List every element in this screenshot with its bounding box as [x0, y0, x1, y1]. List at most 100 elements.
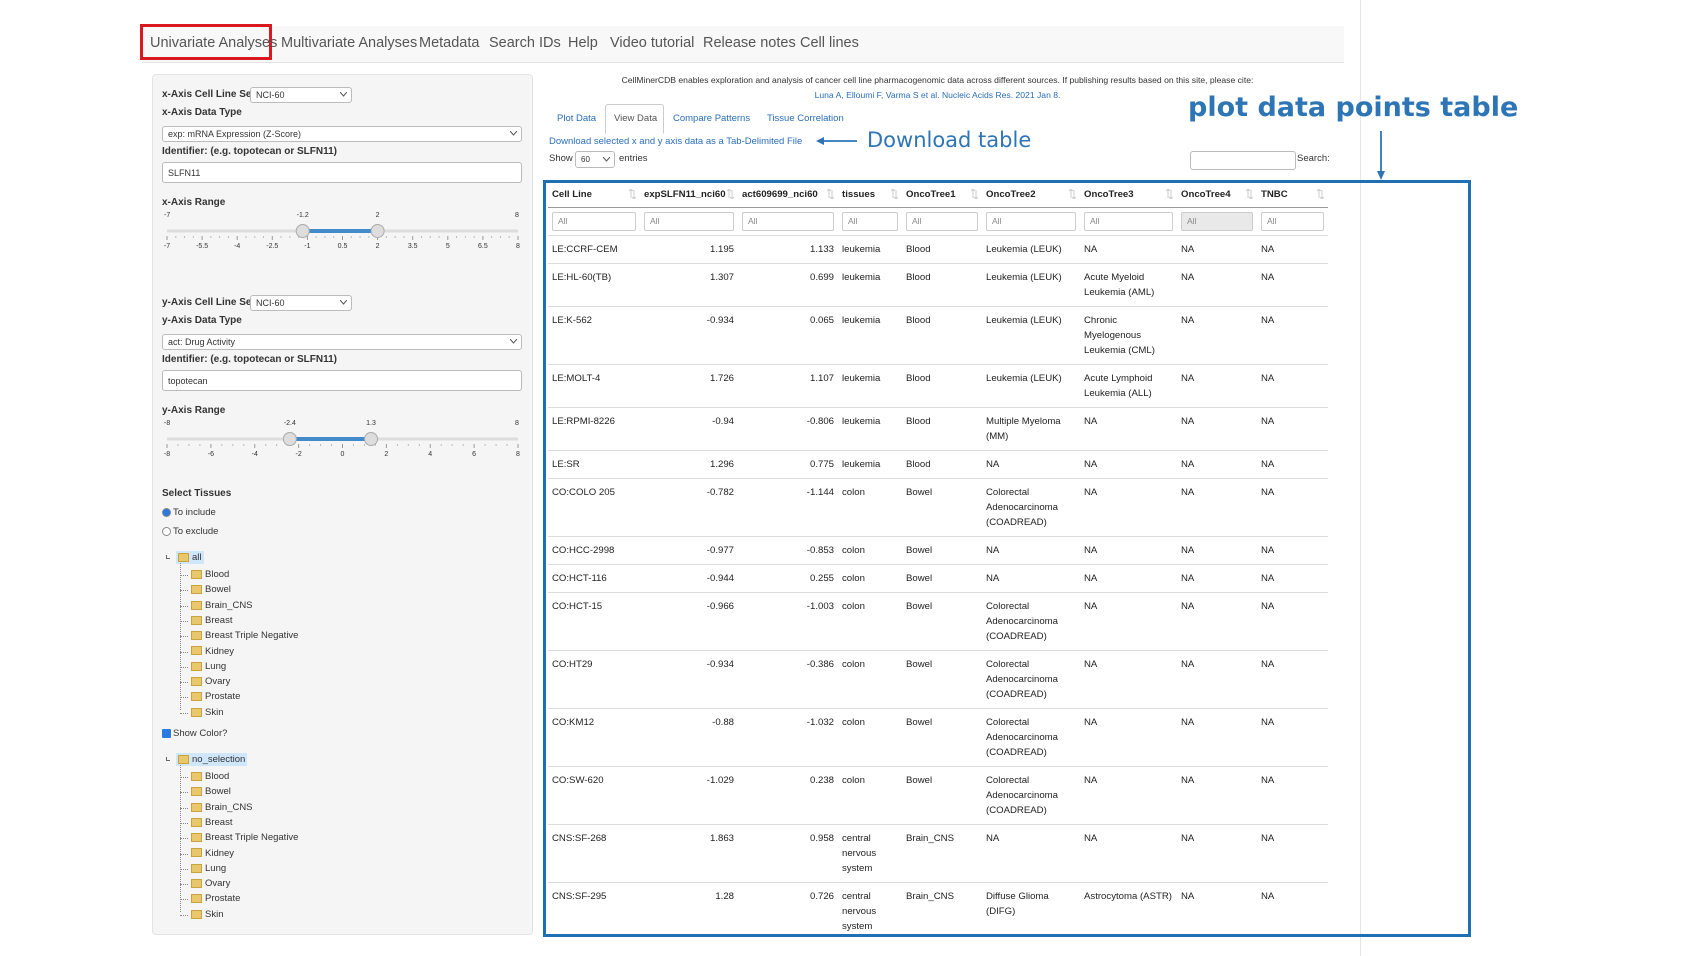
column-header[interactable]: OncoTree2 — [982, 182, 1080, 208]
folder-icon — [191, 787, 202, 796]
table-cell: 0.065 — [738, 307, 838, 365]
chevron — [510, 131, 517, 136]
table-cell: leukemia — [838, 408, 902, 451]
search-label: Search: — [1297, 153, 1330, 164]
filter-input[interactable]: All — [842, 212, 898, 231]
radio[interactable] — [162, 527, 171, 536]
table-cell: Acute Lymphoid Leukemia (ALL) — [1080, 365, 1177, 408]
table-cell: Leukemia (LEUK) — [982, 264, 1080, 307]
subtab[interactable]: Plot Data — [557, 113, 596, 124]
radio[interactable] — [162, 508, 171, 517]
filter-input[interactable]: All — [1181, 212, 1253, 231]
nav-tab[interactable]: Metadata — [419, 35, 479, 51]
filter-input[interactable]: All — [1084, 212, 1173, 231]
table-cell: 0.238 — [738, 767, 838, 825]
tree-item[interactable]: Ovary — [191, 676, 230, 687]
table-cell: colon — [838, 479, 902, 537]
checkbox[interactable] — [162, 729, 171, 738]
tree-item[interactable]: Lung — [191, 661, 226, 672]
tree-item[interactable]: Ovary — [191, 878, 230, 889]
column-header[interactable]: act609699_nci60 — [738, 182, 838, 208]
tree-item[interactable]: Skin — [191, 909, 223, 920]
tree-item[interactable]: Bowel — [191, 584, 231, 595]
column-header[interactable]: Cell Line — [548, 182, 640, 208]
search-input[interactable] — [1190, 151, 1296, 170]
subtab[interactable]: Tissue Correlation — [767, 113, 844, 124]
table-row: LE:HL-60(TB)1.3070.699leukemiaBloodLeuke… — [548, 264, 1328, 307]
tree-item[interactable]: Kidney — [191, 646, 234, 657]
cell-line-select[interactable]: NCI-60 — [250, 295, 352, 311]
tree-item[interactable]: Blood — [191, 771, 229, 782]
table-cell: Astrocytoma (ASTR) — [1080, 883, 1177, 941]
tree-item[interactable]: Kidney — [191, 848, 234, 859]
table-cell: Colorectal Adenocarcinoma (COADREAD) — [982, 651, 1080, 709]
identifier-input[interactable]: SLFN11 — [162, 162, 522, 183]
tree-item[interactable]: Prostate — [191, 691, 240, 702]
table-cell: NA — [1177, 264, 1257, 307]
filter-input[interactable]: All — [986, 212, 1076, 231]
filter-input[interactable]: All — [1261, 212, 1324, 231]
tree-item[interactable]: Prostate — [191, 893, 240, 904]
identifier-input[interactable]: topotecan — [162, 370, 522, 391]
nav-tab[interactable]: Cell lines — [800, 35, 859, 51]
table-cell: Bowel — [902, 565, 982, 593]
table-cell: NA — [1177, 651, 1257, 709]
tree-item[interactable]: Blood — [191, 569, 229, 580]
table-cell: NA — [1257, 593, 1328, 651]
tree-branch — [180, 575, 188, 576]
tree-item[interactable]: Brain_CNS — [191, 802, 253, 813]
nav-tab[interactable]: Help — [568, 35, 598, 51]
nav-tab[interactable]: Multivariate Analyses — [281, 35, 417, 51]
nav-tab[interactable]: Search IDs — [489, 35, 561, 51]
tree-item[interactable]: Breast — [191, 817, 232, 828]
column-header[interactable]: TNBC — [1257, 182, 1328, 208]
cell-line-select[interactable]: NCI-60 — [250, 87, 352, 103]
table-cell: NA — [1080, 709, 1177, 767]
field-label: x-Axis Range — [162, 197, 225, 208]
nav-tab[interactable]: Release notes — [703, 35, 796, 51]
arrow-head — [1377, 171, 1385, 180]
table-cell: -0.782 — [640, 479, 738, 537]
table-cell: -0.853 — [738, 537, 838, 565]
tree-item[interactable]: Brain_CNS — [191, 600, 253, 611]
tree-item[interactable]: Breast Triple Negative — [191, 832, 298, 843]
table-cell: colon — [838, 709, 902, 767]
tree-item[interactable]: Bowel — [191, 786, 231, 797]
filter-input[interactable]: All — [906, 212, 978, 231]
tree-item-label: Prostate — [205, 691, 240, 702]
tree-root[interactable]: no_selection — [176, 753, 247, 766]
table-cell: Chronic Myelogenous Leukemia (CML) — [1080, 307, 1177, 365]
table-cell: LE:HL-60(TB) — [548, 264, 640, 307]
folder-icon — [191, 803, 202, 812]
table-cell: NA — [1080, 451, 1177, 479]
sort-icon — [1166, 189, 1173, 199]
nav-tab[interactable]: Univariate Analyses — [150, 35, 277, 51]
tree-item[interactable]: Breast — [191, 615, 232, 626]
table-cell: Colorectal Adenocarcinoma (COADREAD) — [982, 593, 1080, 651]
filter-input[interactable]: All — [552, 212, 636, 231]
filter-input[interactable]: All — [644, 212, 734, 231]
subtab[interactable]: View Data — [614, 113, 657, 124]
table-cell: central nervous system — [838, 825, 902, 883]
table-cell: -0.944 — [640, 565, 738, 593]
tree-item[interactable]: Lung — [191, 863, 226, 874]
nav-tab[interactable]: Video tutorial — [610, 35, 694, 51]
column-header[interactable]: OncoTree1 — [902, 182, 982, 208]
folder-icon — [191, 646, 202, 655]
column-header[interactable]: tissues — [838, 182, 902, 208]
column-header[interactable]: OncoTree3 — [1080, 182, 1177, 208]
table-cell: Leukemia (LEUK) — [982, 365, 1080, 408]
subtab[interactable]: Compare Patterns — [673, 113, 750, 124]
download-link[interactable]: Download selected x and y axis data as a… — [549, 136, 802, 147]
table-cell: NA — [1080, 825, 1177, 883]
column-header[interactable]: OncoTree4 — [1177, 182, 1257, 208]
citation-link[interactable]: Luna A, Elloumi F, Varma S et al. Nuclei… — [600, 90, 1275, 100]
tree-item[interactable]: Skin — [191, 707, 223, 718]
data-type-select[interactable]: exp: mRNA Expression (Z-Score) — [162, 126, 522, 142]
page-length-select[interactable]: 60 — [575, 151, 615, 168]
data-type-select[interactable]: act: Drug Activity — [162, 334, 522, 350]
tree-item[interactable]: Breast Triple Negative — [191, 630, 298, 641]
table-cell: NA — [1257, 307, 1328, 365]
filter-input[interactable]: All — [742, 212, 834, 231]
column-header[interactable]: expSLFN11_nci60 — [640, 182, 738, 208]
